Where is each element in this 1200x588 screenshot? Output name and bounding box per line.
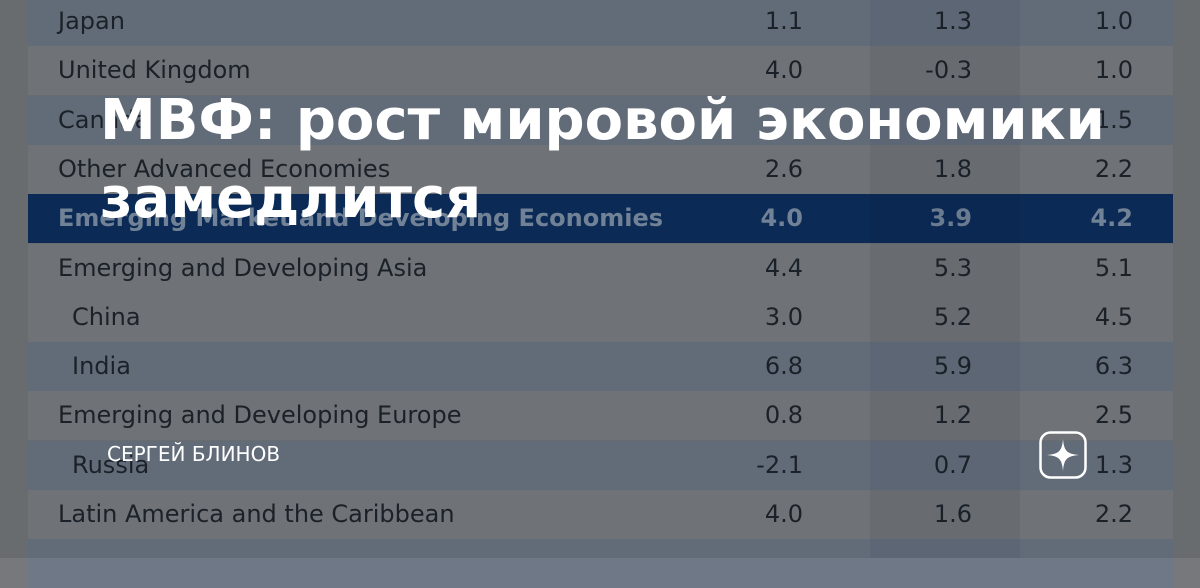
author[interactable]: СЕРГЕЙ БЛИНОВ <box>107 442 281 466</box>
title: МВФ: рост мировой экономики замедлится <box>100 88 1105 231</box>
row-value: -0.3 <box>925 56 972 85</box>
row-value: 4.4 <box>764 253 803 282</box>
row-value: 5.1 <box>1094 253 1133 282</box>
row-label: Emerging Market and Developing Economies <box>58 204 664 233</box>
table-row: Japan 1.1 1.3 1.0 <box>28 0 1173 46</box>
row-value: 1.6 <box>933 500 972 528</box>
row-label: Emerging and Developing Europe <box>58 401 462 430</box>
row-value: 3.0 <box>764 302 803 331</box>
row-value: 4.0 <box>764 500 803 528</box>
row-value: 4.5 <box>1094 302 1133 331</box>
table-row: Emerging and Developing Asia 4.4 5.3 5.1 <box>28 243 1173 293</box>
row-label: Japan <box>58 7 125 35</box>
row-value: 4.2 <box>1090 204 1133 233</box>
row-value: 0.8 <box>764 401 803 430</box>
table: Japan 1.1 1.3 1.0 United Kingdom 4.0 -0.3 1.0 Ca… <box>28 0 1173 588</box>
row-label: Canada <box>58 105 150 134</box>
row-value: 2.2 <box>1094 154 1133 183</box>
row-value: 4.0 <box>764 56 803 85</box>
row-value: 2.2 <box>1094 500 1133 528</box>
row-value: 1.1 <box>764 7 803 35</box>
row-value: 1.2 <box>933 401 972 430</box>
row-value: 2.5 <box>1094 401 1133 430</box>
table-row: India 6.8 5.9 6.3 <box>28 342 1173 392</box>
row-value: 1.8 <box>933 154 972 183</box>
row-value: 2.6 <box>764 154 803 183</box>
dim-overlay <box>0 0 1200 558</box>
row-value: 1.5 <box>1094 105 1133 134</box>
row-value: 1.0 <box>1094 7 1133 35</box>
row-value: 4.0 <box>760 204 803 233</box>
row-label: Other Advanced Economies <box>58 154 391 183</box>
row-value: 5.9 <box>933 352 972 381</box>
table-row: Other Advanced Economies 2.6 1.8 2.2 <box>28 144 1173 194</box>
row-label: India <box>72 352 131 381</box>
row-value: 5.2 <box>933 302 972 331</box>
row-label: Latin America and the Caribbean <box>58 500 455 528</box>
row-label: Russia <box>72 450 150 479</box>
row-label: China <box>72 302 141 331</box>
row-label: United Kingdom <box>58 56 251 85</box>
table-row: Emerging and Developing Europe 0.8 1.2 2.5 <box>28 391 1173 441</box>
logo-icon[interactable] <box>1039 431 1087 479</box>
row-value: -2.1 <box>756 450 803 479</box>
table-row: Canada 1.5 <box>28 95 1173 145</box>
row-value: 1.0 <box>1094 56 1133 85</box>
table-row: Latin America and the Caribbean 4.0 1.6 2.2 <box>28 490 1173 539</box>
row-value: 6.3 <box>1094 352 1133 381</box>
row-value: 1.3 <box>933 7 972 35</box>
row-value: 3.9 <box>929 204 972 233</box>
table-row: United Kingdom 4.0 -0.3 1.0 <box>28 46 1173 96</box>
column-band <box>870 0 1020 558</box>
row-value: 0.7 <box>933 450 972 479</box>
table-row: Russia -2.1 0.7 1.3 <box>28 440 1173 490</box>
row-label: Emerging and Developing Asia <box>58 253 428 282</box>
table-row: China 3.0 5.2 4.5 <box>28 292 1173 342</box>
row-value: 6.8 <box>764 352 803 381</box>
row-value: 1.3 <box>1094 450 1133 479</box>
row-value: 5.3 <box>933 253 972 282</box>
table-row: Emerging Market and Developing Economies… <box>28 194 1173 244</box>
